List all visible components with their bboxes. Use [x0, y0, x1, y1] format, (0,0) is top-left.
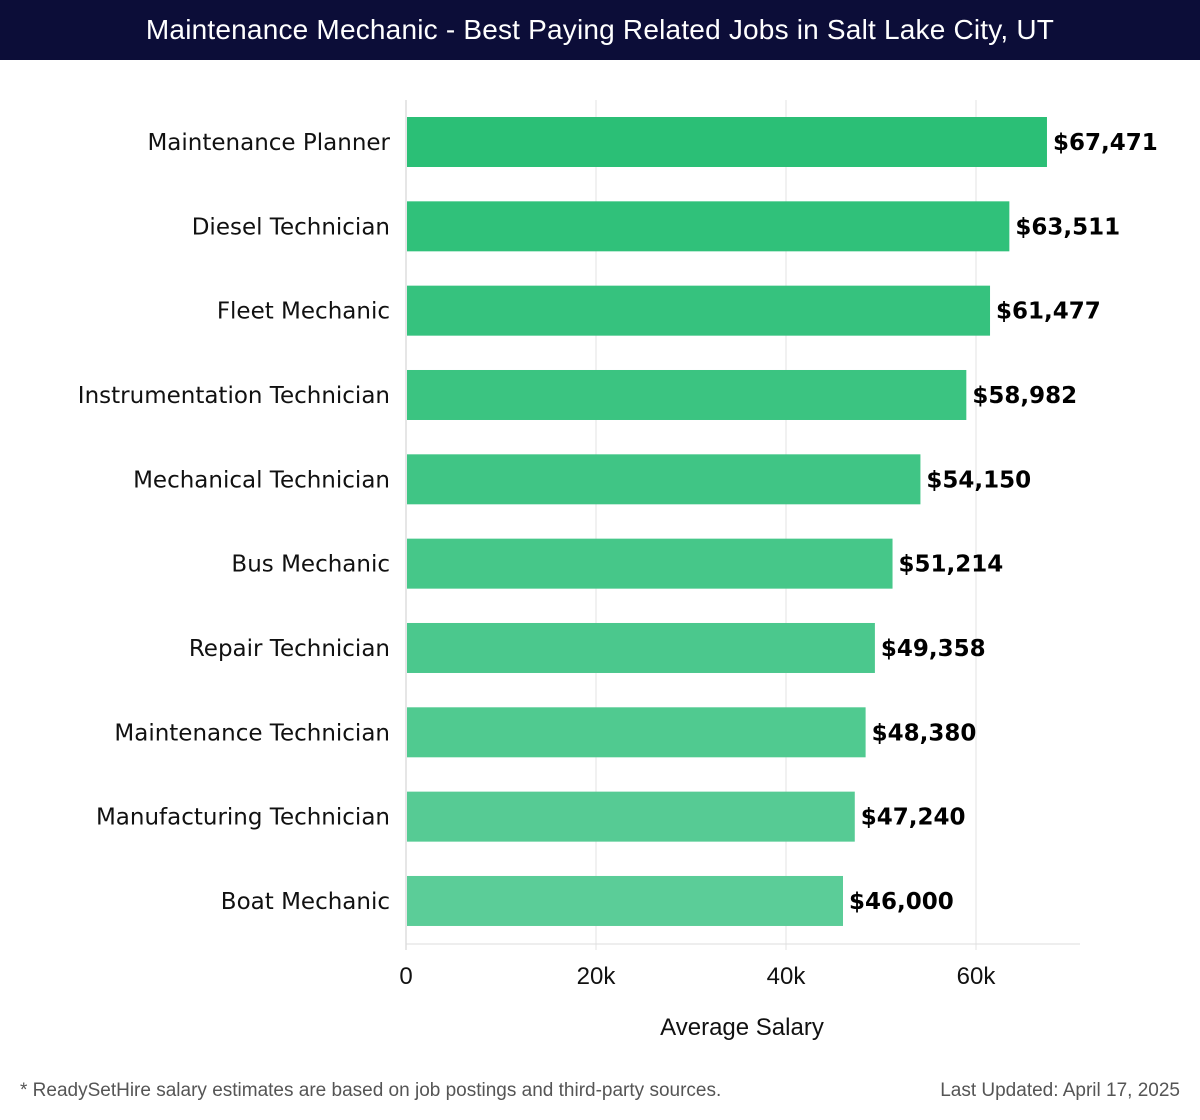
bar [407, 454, 921, 505]
last-updated: Last Updated: April 17, 2025 [940, 1080, 1180, 1101]
bar [407, 117, 1047, 167]
bar [407, 791, 855, 842]
bar [407, 285, 991, 336]
value-label: $46,000 [849, 889, 954, 915]
category-labels: Maintenance Planner Diesel Technician Flee… [78, 130, 391, 915]
value-label: $54,150 [926, 467, 1031, 493]
category-label: Diesel Technician [192, 214, 390, 240]
category-label: Instrumentation Technician [78, 383, 390, 409]
value-label: $47,240 [861, 805, 966, 831]
category-label: Bus Mechanic [231, 552, 390, 578]
x-axis-label: Average Salary [660, 1014, 824, 1041]
value-label: $58,982 [972, 383, 1077, 409]
x-tick-label: 0 [399, 963, 412, 990]
category-label: Fleet Mechanic [217, 299, 390, 325]
bar [407, 875, 843, 926]
value-label: $51,214 [899, 552, 1004, 578]
value-label: $48,380 [872, 720, 977, 746]
value-label: $63,511 [1015, 214, 1120, 240]
value-label: $49,358 [881, 636, 986, 662]
category-label: Maintenance Planner [147, 130, 390, 156]
value-label: $61,477 [996, 299, 1101, 325]
bars [407, 117, 1047, 926]
category-label: Boat Mechanic [221, 889, 390, 915]
x-tick-labels: 0 20k 40k 60k [399, 963, 996, 990]
x-tick-label: 20k [577, 963, 617, 990]
category-label: Repair Technician [189, 636, 390, 662]
chart-title: Maintenance Mechanic - Best Paying Relat… [0, 0, 1200, 60]
footer-note: * ReadySetHire salary estimates are base… [20, 1080, 722, 1101]
x-tick-label: 40k [767, 963, 807, 990]
value-labels: $67,471 $63,511 $61,477 $58,982 $54,150 $51,2… [849, 130, 1158, 915]
bar [407, 707, 866, 758]
bar [407, 538, 893, 589]
value-label: $67,471 [1053, 130, 1158, 156]
bar [407, 201, 1010, 252]
category-label: Mechanical Technician [133, 467, 390, 493]
category-label: Maintenance Technician [114, 720, 390, 746]
category-label: Manufacturing Technician [96, 805, 390, 831]
x-tick-label: 60k [957, 963, 997, 990]
bar [407, 369, 967, 420]
bar-chart: Maintenance Planner Diesel Technician Flee… [78, 100, 1158, 1041]
bar [407, 622, 875, 673]
